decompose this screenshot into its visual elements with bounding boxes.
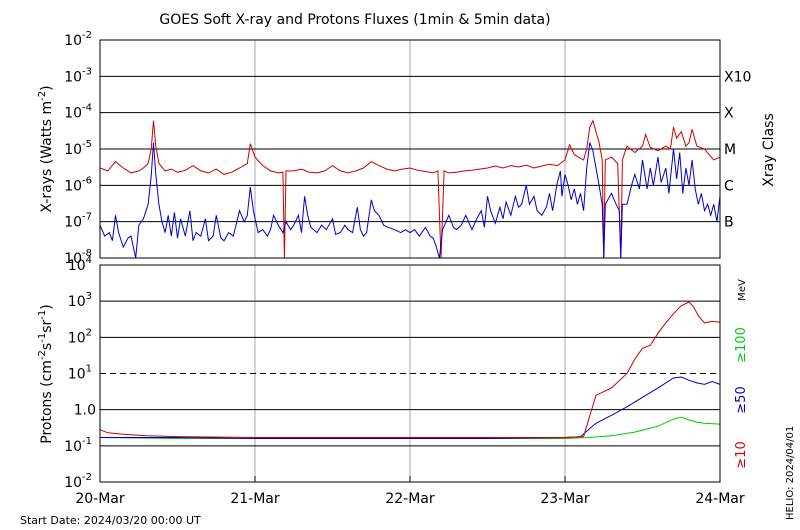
proton-blue-series: [100, 376, 721, 439]
xray-y-axis-label: X-rays (Watts m-2): [37, 85, 55, 212]
proton-y-tick-label: 102: [68, 327, 92, 346]
x-tick-label: 24-Mar: [695, 491, 745, 507]
proton-energy-labels: ≥100 ≥50 ≥10: [734, 327, 749, 469]
proton-y-ticks: 10-2 10-1 1.0 101 102 103 104: [64, 255, 96, 491]
proton-energy-label: ≥100: [734, 327, 749, 363]
xray-class-label: M: [724, 142, 736, 158]
proton-red-series: [99, 301, 721, 438]
x-tick-label: 23-Mar: [540, 491, 590, 507]
x-tick-label: 22-Mar: [385, 491, 435, 507]
xray-class-labels: B C M X X10: [724, 69, 751, 230]
proton-y-axis-label: Protons (cm-2s-1sr-1): [37, 304, 55, 443]
x-axis-ticks: 20-Mar 21-Mar 22-Mar 23-Mar 24-Mar: [75, 476, 745, 507]
xray-grid: [100, 40, 720, 258]
xray-plot-frame: [99, 39, 721, 259]
xray-class-axis-title: Xray Class: [761, 113, 777, 187]
proton-y-tick-label: 103: [68, 291, 92, 310]
xray-class-label: X10: [724, 69, 751, 85]
proton-y-tick-label: 10-2: [64, 472, 92, 491]
xray-y-tick-label: 10-2: [64, 30, 92, 49]
proton-energy-label: ≥50: [734, 386, 749, 413]
chart-title: GOES Soft X-ray and Protons Fluxes (1min…: [159, 12, 550, 28]
xray-y-tick-label: 10-5: [64, 139, 92, 158]
xray-panel: 10-8 10-7 10-6 10-5 10-4 10-3 10-2 B C M X X10 X-r…: [37, 30, 777, 267]
xray-y-tick-label: 10-4: [64, 103, 92, 122]
xray-y-tick-label: 10-7: [64, 212, 92, 231]
start-date-footer: Start Date: 2024/03/20 00:00 UT: [20, 514, 201, 527]
helio-date-stamp: HELIO: 2024/04/01: [785, 426, 796, 520]
proton-series: [99, 301, 721, 439]
proton-energy-label: ≥10: [734, 441, 749, 468]
xray-class-label: B: [724, 215, 734, 231]
x-tick-label: 21-Mar: [230, 491, 280, 507]
proton-unit-label: MeV: [737, 279, 748, 301]
proton-panel: 10-2 10-1 1.0 101 102 103 104 20-Mar 21-Mar 22-M…: [37, 255, 749, 507]
proton-y-tick-label: 101: [68, 364, 92, 383]
proton-y-tick-label: 10-1: [64, 436, 92, 455]
xray-y-ticks: 10-8 10-7 10-6 10-5 10-4 10-3 10-2: [64, 30, 92, 267]
xray-y-tick-label: 10-6: [64, 175, 92, 194]
proton-y-tick-label: 104: [68, 255, 92, 274]
xray-class-label: C: [724, 178, 734, 194]
x-tick-label: 20-Mar: [75, 491, 125, 507]
xray-blue-series: [99, 142, 721, 259]
xray-y-tick-label: 10-3: [64, 66, 92, 85]
xray-y-tick-label: 10-8: [64, 248, 92, 267]
xray-class-label: X: [724, 106, 734, 122]
proton-grid: [100, 265, 720, 482]
proton-y-tick-label: 1.0: [74, 403, 96, 419]
